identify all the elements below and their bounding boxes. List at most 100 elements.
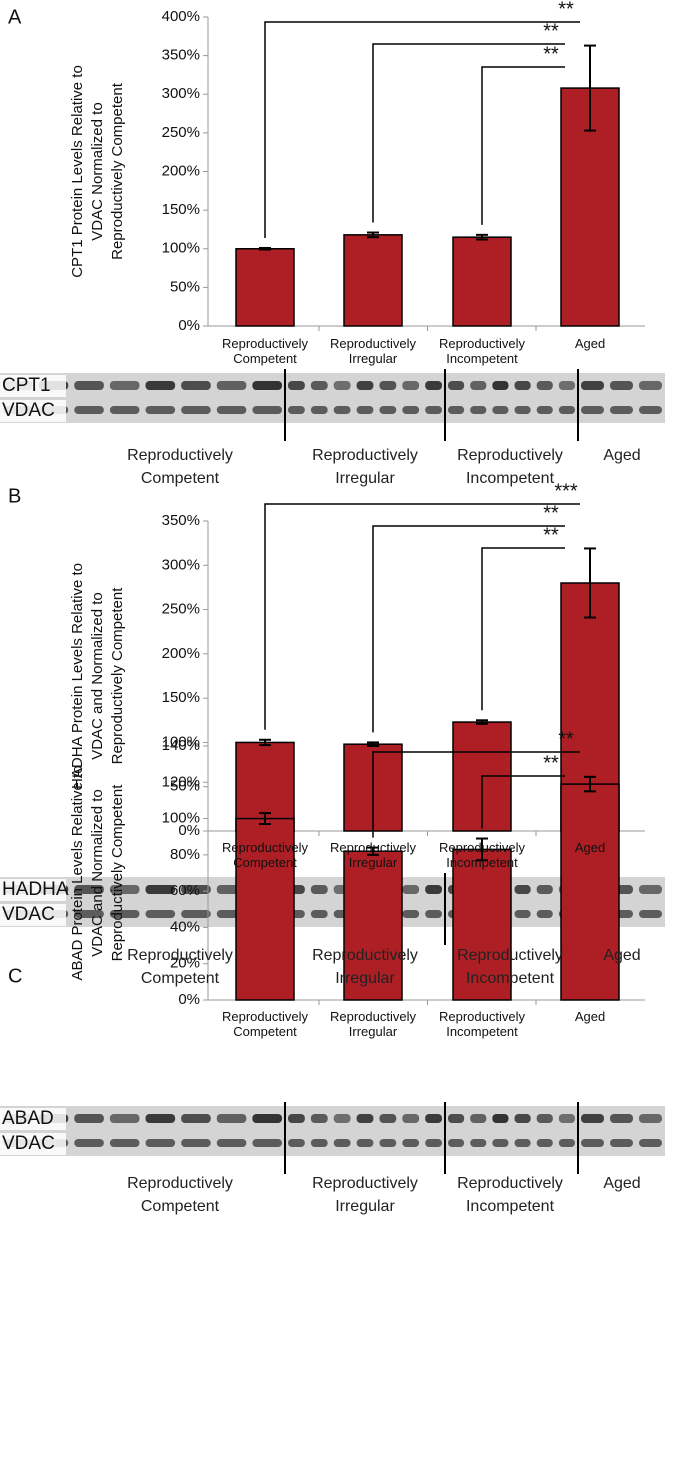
blot-band bbox=[288, 1139, 305, 1147]
blot-band bbox=[288, 1114, 305, 1123]
blot-band bbox=[536, 910, 553, 918]
blot-band bbox=[288, 406, 305, 414]
blot-band bbox=[514, 406, 531, 414]
y-tick-label: 250% bbox=[162, 601, 200, 618]
blot-band bbox=[492, 406, 509, 414]
significance-label: *** bbox=[554, 480, 578, 502]
blot-band bbox=[639, 1139, 662, 1147]
blot-band bbox=[252, 381, 282, 390]
blot-band bbox=[310, 910, 328, 918]
x-tick-label: Aged bbox=[574, 336, 606, 351]
blot-row-label: VDAC bbox=[2, 400, 55, 421]
error-bar bbox=[259, 738, 271, 747]
blot-band bbox=[558, 1114, 575, 1123]
blot-band bbox=[610, 1114, 633, 1123]
blot-band bbox=[558, 406, 575, 414]
y-tick-label: 40% bbox=[170, 918, 200, 935]
blot-band bbox=[402, 381, 420, 390]
blot-band bbox=[333, 1114, 351, 1123]
bar bbox=[452, 236, 512, 327]
error-bar bbox=[584, 547, 596, 619]
y-axis-label: Reproductively Competent bbox=[109, 587, 126, 765]
significance-label: ** bbox=[543, 20, 559, 42]
y-tick-label: 0% bbox=[178, 317, 200, 334]
blot-band bbox=[216, 406, 247, 414]
error-bar bbox=[476, 719, 488, 725]
blot-band bbox=[109, 885, 140, 894]
x-tick-label: Aged bbox=[574, 840, 606, 855]
blot-band bbox=[310, 1139, 328, 1147]
blot-band bbox=[310, 406, 328, 414]
blot-band bbox=[288, 381, 305, 390]
blot-band bbox=[639, 885, 662, 894]
x-tick-label: Reproductively Competent bbox=[222, 840, 308, 870]
blot-band bbox=[610, 406, 633, 414]
blot-band bbox=[581, 406, 604, 414]
blot-band bbox=[252, 406, 282, 414]
bar bbox=[235, 817, 295, 1001]
y-tick-label: 150% bbox=[162, 689, 200, 706]
significance-bracket bbox=[481, 775, 565, 829]
error-bar bbox=[259, 812, 271, 826]
blot-band bbox=[514, 1114, 531, 1123]
y-tick-label: 100% bbox=[162, 810, 200, 827]
y-tick-label: 20% bbox=[170, 955, 200, 972]
blot-band bbox=[356, 1139, 374, 1147]
blot-group-label: Aged bbox=[603, 947, 641, 964]
blot-band bbox=[536, 381, 553, 390]
blot-band bbox=[639, 1114, 662, 1123]
significance-bracket bbox=[481, 547, 565, 711]
bar bbox=[343, 234, 403, 327]
significance-label: ** bbox=[558, 0, 574, 20]
y-tick-label: 50% bbox=[170, 278, 200, 295]
blot-band bbox=[581, 1114, 604, 1123]
blot-band bbox=[514, 910, 531, 918]
significance-bracket bbox=[264, 503, 580, 730]
blot-group-label: Reproductively Irregular bbox=[312, 1175, 418, 1215]
blot-band bbox=[470, 381, 487, 390]
blot-group-label: Reproductively Irregular bbox=[312, 447, 418, 487]
blot-band bbox=[74, 1114, 104, 1123]
x-tick-label: Reproductively Incompetent bbox=[439, 840, 525, 870]
bar bbox=[235, 248, 295, 327]
x-tick-label: Reproductively Incompetent bbox=[439, 1009, 525, 1039]
blot-band bbox=[536, 406, 553, 414]
panel-label: A bbox=[8, 6, 22, 28]
blot-band bbox=[402, 1114, 420, 1123]
blot-band bbox=[356, 381, 374, 390]
blot-background bbox=[0, 877, 665, 927]
blot-group-label: Aged bbox=[603, 1175, 641, 1192]
error-bar bbox=[584, 44, 596, 132]
blot-band bbox=[470, 1114, 487, 1123]
blot-band bbox=[333, 1139, 351, 1147]
y-tick-label: 300% bbox=[162, 556, 200, 573]
significance-bracket bbox=[264, 21, 580, 238]
blot-band bbox=[536, 1114, 553, 1123]
significance-label: ** bbox=[558, 728, 574, 750]
blot-group-label: Reproductively Irregular bbox=[312, 947, 418, 987]
blot-band bbox=[181, 1114, 211, 1123]
blot-band bbox=[109, 1114, 140, 1123]
blot-band bbox=[514, 381, 531, 390]
y-tick-label: 100% bbox=[162, 733, 200, 750]
x-tick-label: Reproductively Irregular bbox=[330, 336, 416, 366]
error-bar bbox=[259, 246, 271, 251]
blot-band bbox=[74, 381, 104, 390]
blot-label-bg bbox=[0, 400, 66, 422]
blot-band bbox=[310, 381, 328, 390]
blot-row-label: ABAD bbox=[2, 1108, 54, 1129]
blot-band bbox=[425, 1114, 442, 1123]
blot-band bbox=[402, 406, 420, 414]
blot-band bbox=[310, 885, 328, 894]
y-axis-label: CPT1 Protein Levels Relative to bbox=[69, 65, 86, 278]
significance-label: ** bbox=[543, 43, 559, 65]
significance-bracket bbox=[372, 43, 565, 223]
y-tick-label: 0% bbox=[178, 991, 200, 1008]
blot-band bbox=[639, 406, 662, 414]
y-axis-label: HADHA Protein Levels Relative to bbox=[69, 563, 86, 789]
blot-band bbox=[109, 910, 140, 918]
blot-band bbox=[310, 1114, 328, 1123]
blot-band bbox=[514, 885, 531, 894]
error-bar bbox=[367, 231, 379, 239]
